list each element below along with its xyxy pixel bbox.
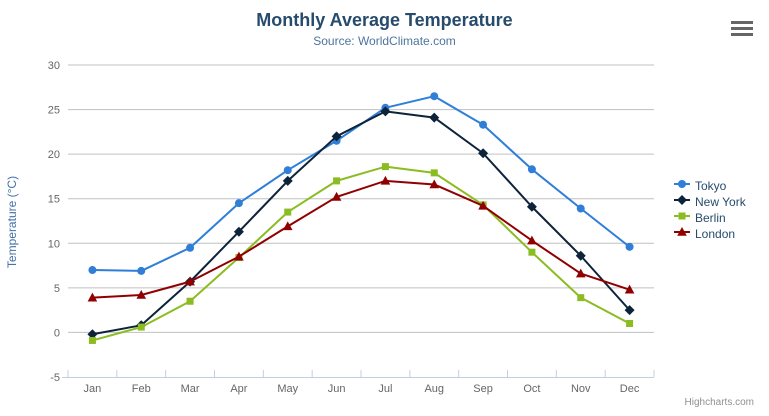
data-point[interactable] [233, 226, 244, 237]
data-point[interactable] [137, 323, 145, 331]
x-tick-label: Jul [378, 383, 392, 395]
data-point[interactable] [186, 297, 194, 305]
data-point[interactable] [137, 266, 146, 275]
data-point[interactable] [526, 201, 537, 212]
hamburger-bar [731, 21, 753, 24]
y-tick-label: 20 [48, 149, 60, 161]
data-point[interactable] [527, 165, 536, 174]
chart-title: Monthly Average Temperature [256, 10, 513, 30]
x-tick-label: Aug [424, 383, 444, 395]
x-tick-label: Mar [181, 383, 200, 395]
x-tick-label: Jan [84, 383, 102, 395]
data-point[interactable] [479, 120, 488, 129]
data-point[interactable] [282, 175, 293, 186]
context-menu-hamburger-icon[interactable] [731, 21, 753, 36]
data-point[interactable] [186, 243, 195, 252]
y-tick-label: 15 [48, 194, 60, 206]
y-tick-label: 10 [48, 238, 60, 250]
x-tick-label: May [277, 383, 298, 395]
data-point[interactable] [331, 191, 342, 201]
y-axis-title: Temperature (°C) [5, 175, 19, 269]
x-tick-label: Dec [620, 383, 640, 395]
x-tick-label: Nov [571, 383, 591, 395]
legend-label: London [695, 227, 736, 241]
legend-label: Tokyo [695, 179, 727, 193]
data-point[interactable] [429, 179, 440, 189]
hamburger-bar [731, 33, 753, 36]
data-point[interactable] [136, 289, 147, 299]
data-point[interactable] [88, 336, 96, 344]
legend-label: New York [695, 195, 746, 209]
legend-label: Berlin [695, 211, 726, 225]
y-tick-label: 0 [54, 327, 60, 339]
data-point[interactable] [430, 92, 439, 101]
data-point[interactable] [577, 294, 585, 302]
y-tick-label: 25 [48, 105, 60, 117]
data-point[interactable] [331, 131, 342, 142]
data-point[interactable] [380, 175, 391, 185]
circle-marker-icon [674, 177, 690, 195]
data-point[interactable] [87, 329, 98, 340]
credits-link[interactable]: Highcharts.com [684, 397, 754, 408]
data-point[interactable] [380, 106, 391, 117]
hamburger-bar [731, 27, 753, 30]
legend-item-tokyo[interactable]: Tokyo [674, 178, 746, 194]
x-tick-label: Jun [328, 383, 346, 395]
diamond-marker-icon [674, 193, 690, 211]
data-point[interactable] [478, 148, 489, 159]
data-point[interactable] [626, 320, 634, 328]
legend-item-london[interactable]: London [674, 226, 746, 242]
data-point[interactable] [381, 163, 389, 171]
data-point[interactable] [429, 112, 440, 123]
x-tick-label: Oct [523, 383, 540, 395]
data-point[interactable] [527, 235, 537, 245]
legend: Tokyo New York Berlin London [674, 178, 746, 242]
data-point[interactable] [234, 251, 244, 261]
data-point[interactable] [575, 268, 586, 278]
data-point[interactable] [234, 199, 243, 208]
y-tick-label: -5 [50, 372, 60, 384]
data-point[interactable] [478, 200, 488, 210]
data-point[interactable] [88, 266, 97, 275]
legend-item-berlin[interactable]: Berlin [674, 210, 746, 226]
data-point[interactable] [625, 242, 634, 251]
data-point[interactable] [283, 166, 292, 175]
x-tick-label: Feb [132, 383, 151, 395]
y-tick-label: 5 [54, 283, 60, 295]
data-point[interactable] [576, 204, 585, 213]
chart-subtitle: Source: WorldClimate.com [313, 34, 456, 48]
square-marker-icon [674, 209, 690, 227]
data-point[interactable] [528, 248, 536, 256]
x-tick-label: Sep [473, 383, 493, 395]
series-line-berlin[interactable] [91, 165, 631, 342]
data-point[interactable] [282, 221, 293, 231]
data-point[interactable] [185, 276, 195, 286]
data-point[interactable] [284, 208, 292, 216]
series-line-new-york[interactable] [91, 110, 631, 336]
triangle-marker-icon [674, 225, 690, 243]
x-tick-label: Apr [230, 383, 247, 395]
data-point[interactable] [87, 292, 98, 302]
data-point[interactable] [624, 284, 635, 294]
data-point[interactable] [575, 250, 586, 261]
data-point[interactable] [430, 169, 438, 177]
data-point[interactable] [333, 177, 341, 185]
series-line-london[interactable] [91, 179, 631, 299]
y-tick-label: 30 [48, 60, 60, 72]
legend-item-new-york[interactable]: New York [674, 194, 746, 210]
series-line-tokyo[interactable] [91, 95, 631, 272]
data-point[interactable] [624, 305, 635, 316]
